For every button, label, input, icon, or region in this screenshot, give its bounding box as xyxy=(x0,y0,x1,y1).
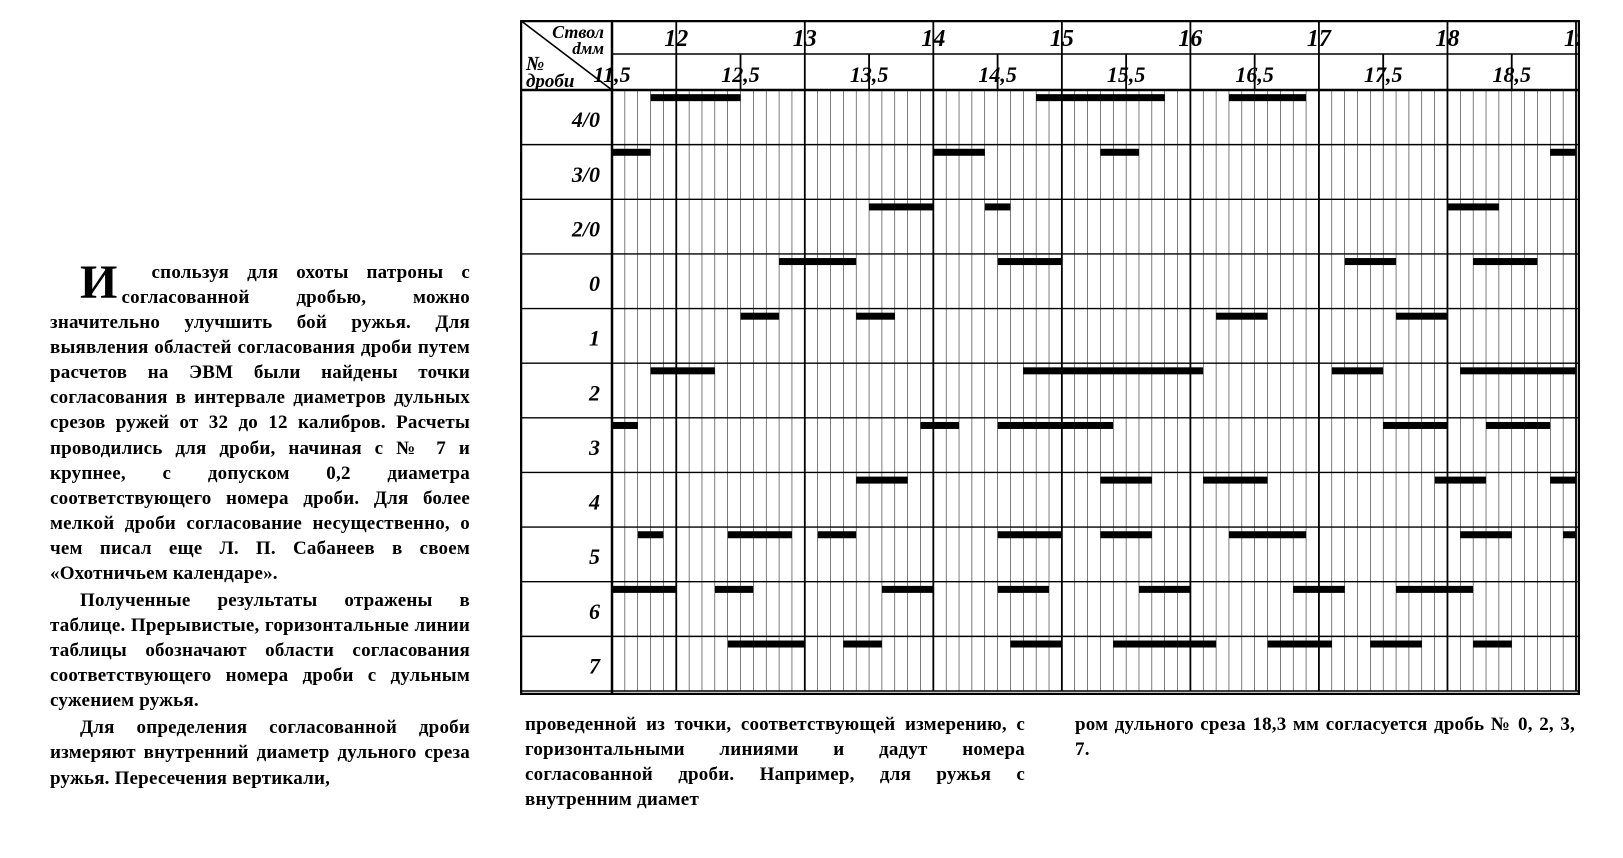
svg-text:дроби: дроби xyxy=(526,71,574,92)
dropcap: И xyxy=(50,260,122,301)
svg-text:dмм: dмм xyxy=(572,39,604,58)
svg-text:19: 19 xyxy=(1564,26,1580,52)
svg-text:1: 1 xyxy=(589,326,600,351)
svg-text:18: 18 xyxy=(1435,26,1459,52)
body-text-column-3: ром дульного среза 18,3 мм согласуется д… xyxy=(1075,712,1575,762)
svg-text:12: 12 xyxy=(664,26,688,52)
svg-text:16,5: 16,5 xyxy=(1235,62,1274,87)
svg-text:15,5: 15,5 xyxy=(1107,62,1146,87)
body-text-column-1: И спользуя для охоты патроны с согласова… xyxy=(50,260,470,793)
svg-text:2/0: 2/0 xyxy=(571,216,600,241)
svg-text:4/0: 4/0 xyxy=(571,107,600,132)
svg-text:6: 6 xyxy=(589,599,600,624)
svg-text:12,5: 12,5 xyxy=(721,62,760,87)
svg-text:13,5: 13,5 xyxy=(850,62,889,87)
paragraph-right: ром дульного среза 18,3 мм согласуется д… xyxy=(1075,712,1575,762)
svg-text:17,5: 17,5 xyxy=(1364,62,1403,87)
svg-text:14,5: 14,5 xyxy=(978,62,1017,87)
paragraph-3: Для определения согласованной дроби изме… xyxy=(50,715,470,790)
svg-text:11,5: 11,5 xyxy=(593,62,630,87)
body-text-column-2: проведенной из точки, соответствующей из… xyxy=(525,712,1025,812)
svg-text:18,5: 18,5 xyxy=(1492,62,1531,87)
svg-text:4: 4 xyxy=(588,490,600,515)
svg-text:16: 16 xyxy=(1178,26,1202,52)
svg-text:13: 13 xyxy=(793,26,817,52)
svg-text:2: 2 xyxy=(588,380,600,405)
paragraph-mid: проведенной из точки, соответствующей из… xyxy=(525,712,1025,812)
svg-text:0: 0 xyxy=(589,271,600,296)
svg-text:3/0: 3/0 xyxy=(571,162,600,187)
svg-text:14: 14 xyxy=(921,26,945,52)
paragraph-2: Полученные результаты отражены в таблице… xyxy=(50,588,470,713)
svg-text:3: 3 xyxy=(588,435,600,460)
paragraph-1: спользуя для охоты патроны с согласованн… xyxy=(50,262,470,584)
svg-text:15: 15 xyxy=(1050,26,1074,52)
svg-text:5: 5 xyxy=(589,544,600,569)
svg-text:7: 7 xyxy=(589,654,601,679)
shot-matching-chart: Стволdмм№дроби121314151617181911,512,513… xyxy=(520,20,1580,695)
svg-text:17: 17 xyxy=(1307,26,1332,52)
